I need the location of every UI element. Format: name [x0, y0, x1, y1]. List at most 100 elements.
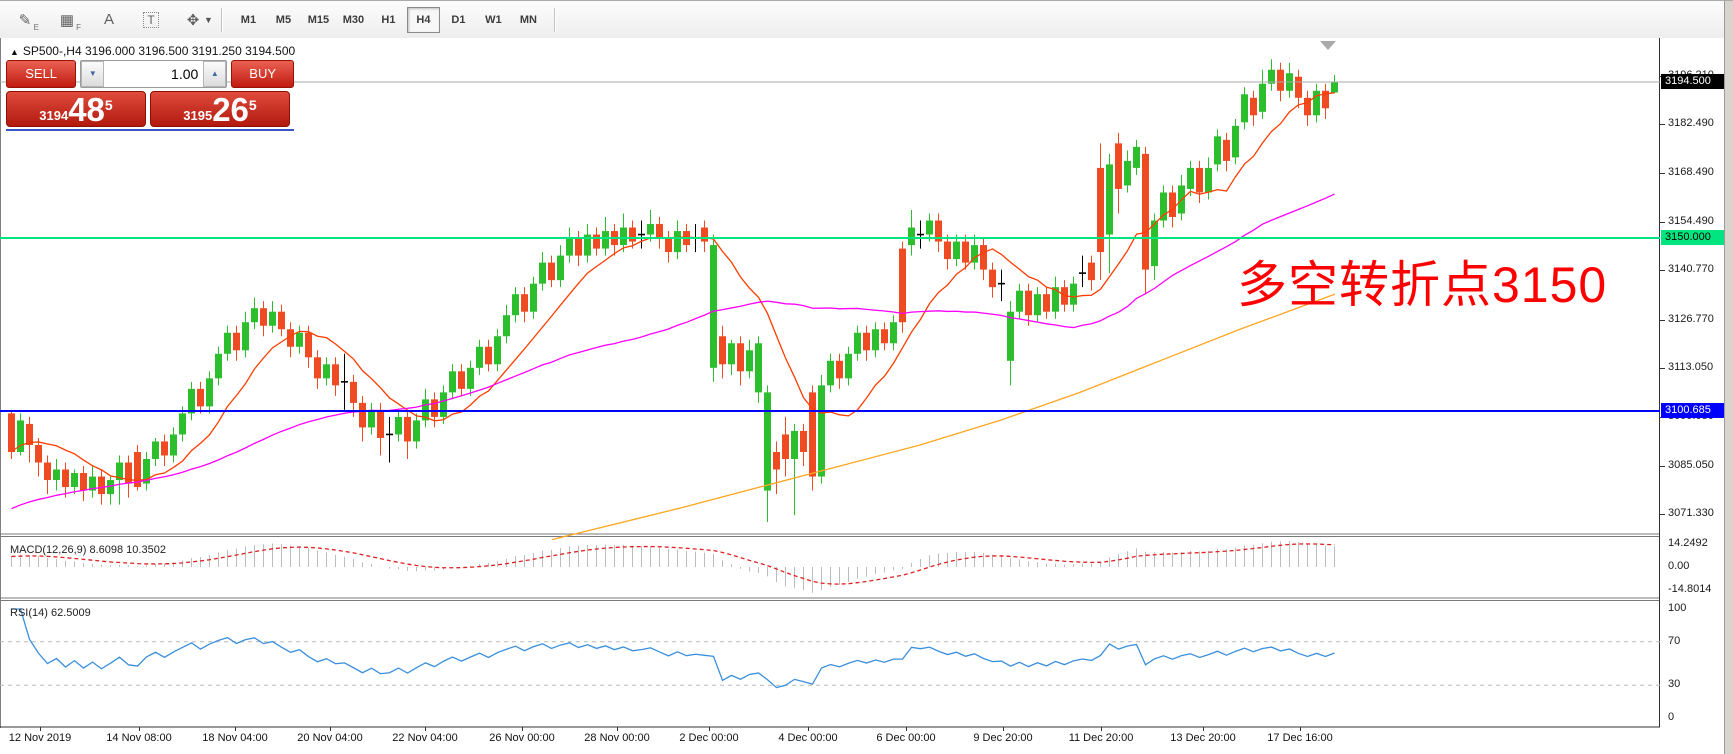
timeframe-m30-button[interactable]: M30	[342, 13, 365, 26]
price-tick	[1660, 270, 1665, 272]
buy-price-pip: 5	[248, 97, 257, 113]
toolbar-icon-group: ✎ E ▦ F A T ✥ ▼	[0, 7, 213, 33]
price-tick-label: 3126.770	[1668, 312, 1714, 325]
price-tick-label: 3085.050	[1668, 458, 1714, 471]
time-axis-label: 26 Nov 00:00	[489, 732, 555, 744]
price-tick	[1660, 124, 1665, 126]
timeframe-mn-button[interactable]: MN	[519, 13, 537, 26]
sell-price-pip: 5	[104, 97, 113, 113]
time-tick	[1203, 727, 1204, 731]
price-tick	[1660, 319, 1665, 321]
time-tick	[808, 727, 809, 731]
time-tick	[617, 727, 618, 731]
toolbar-separator	[553, 7, 556, 32]
buy-button[interactable]: BUY	[231, 60, 294, 88]
window-right-edge	[1724, 1, 1733, 754]
macd-axis-label: -14.8014	[1668, 583, 1712, 596]
time-tick	[709, 727, 710, 731]
timeframe-m15-button[interactable]: M15	[307, 13, 330, 26]
time-tick	[40, 727, 41, 731]
volume-decrease-button[interactable]: ▼	[81, 61, 105, 87]
timeframe-m5-button[interactable]: M5	[275, 13, 292, 26]
macd-axis-label: 14.2492	[1668, 537, 1708, 550]
price-tick-label: 3168.490	[1668, 166, 1714, 179]
time-tick	[1003, 727, 1004, 731]
time-tick	[1300, 727, 1301, 731]
chart-annotation-text: 多空转折点3150	[1237, 257, 1608, 313]
text-a-icon[interactable]: A	[103, 11, 114, 28]
dropdown-arrow-icon[interactable]: ▼	[204, 14, 213, 25]
rsi-axis-label: 30	[1668, 678, 1681, 691]
cursor-arrows-icon[interactable]: ✥	[186, 11, 200, 29]
price-tick	[1660, 513, 1665, 515]
expert-pencil-icon[interactable]: ✎ E	[18, 11, 39, 32]
price-tick-label: 3182.490	[1668, 117, 1714, 130]
time-tick	[139, 727, 140, 731]
rsi-axis-label: 100	[1668, 602, 1687, 614]
time-axis-label: 2 Dec 00:00	[679, 732, 739, 744]
rsi-axis-label: 0	[1668, 711, 1675, 723]
rsi-axis-label: 70	[1668, 634, 1681, 647]
price-chart-canvas[interactable]	[0, 38, 1660, 754]
current-price-badge: 3194.500	[1661, 73, 1727, 89]
sell-price-prefix: 3194	[39, 108, 69, 123]
rsi-indicator-label: RSI(14) 62.5009	[10, 607, 91, 619]
time-tick	[235, 727, 236, 731]
time-tick	[522, 727, 523, 731]
time-axis-label: 28 Nov 00:00	[584, 732, 650, 744]
time-axis[interactable]: 12 Nov 2019 14 Nov 08:00 18 Nov 04:00 20 No…	[0, 727, 1724, 754]
grid-f-icon[interactable]: ▦ F	[59, 11, 81, 32]
price-tick-label: 3113.050	[1668, 360, 1714, 373]
sell-button[interactable]: SELL	[6, 60, 77, 88]
sell-price-main: 48	[68, 91, 105, 128]
time-axis-label: 22 Nov 04:00	[392, 732, 458, 744]
chart-toolbar: ✎ E ▦ F A T ✥ ▼ M1 M5 M15 M30 H1 H4 D1 W1 MN	[0, 1, 1733, 39]
time-axis-label: 9 Dec 20:00	[973, 732, 1033, 744]
toolbar-separator	[220, 7, 223, 32]
sell-price-display[interactable]: 3194 48 5	[6, 91, 146, 127]
price-tick	[1660, 222, 1665, 224]
textbox-t-icon[interactable]: T	[134, 7, 168, 33]
time-axis-label: 18 Nov 04:00	[202, 732, 268, 744]
time-tick	[425, 727, 426, 731]
time-axis-label: 4 Dec 00:00	[778, 732, 838, 744]
chart-window: ▲ SP500-,H4 3196.000 3196.500 3191.250 31…	[0, 38, 1733, 754]
hline-price-badge[interactable]: 3150.000	[1661, 230, 1727, 246]
timeframe-m1-button[interactable]: M1	[240, 13, 257, 26]
time-tick	[906, 727, 907, 731]
time-axis-label: 20 Nov 04:00	[297, 732, 363, 744]
time-tick	[330, 727, 331, 731]
timeframe-w1-button[interactable]: W1	[485, 13, 502, 26]
price-tick	[1660, 465, 1665, 467]
volume-stepper: ▼ ▲	[80, 60, 228, 88]
buy-price-prefix: 3195	[183, 108, 213, 123]
volume-increase-button[interactable]: ▲	[203, 61, 227, 87]
volume-input[interactable]	[104, 61, 204, 87]
macd-indicator-label: MACD(12,26,9) 8.6098 10.3502	[10, 544, 166, 556]
price-tick	[1660, 173, 1665, 175]
timeframe-button-group: M1 M5 M15 M30 H1 H4 D1 W1 MN	[231, 6, 546, 33]
time-tick	[1101, 727, 1102, 731]
chart-symbol-title: ▲ SP500-,H4 3196.000 3196.500 3191.250 31…	[10, 44, 296, 58]
macd-axis-label: 0.00	[1668, 560, 1690, 572]
time-axis-label: 11 Dec 20:00	[1068, 732, 1134, 744]
time-axis-label: 12 Nov 2019	[8, 732, 72, 744]
price-tick-label: 3154.490	[1668, 215, 1714, 228]
buy-price-display[interactable]: 3195 26 5	[150, 91, 290, 127]
time-axis-label: 6 Dec 00:00	[876, 732, 936, 744]
buy-price-main: 26	[212, 91, 249, 128]
timeframe-h4-button[interactable]: H4	[406, 6, 440, 33]
timeframe-d1-button[interactable]: D1	[451, 13, 466, 26]
timeframe-h1-button[interactable]: H1	[381, 13, 396, 26]
price-tick	[1660, 367, 1665, 369]
price-tick-label: 3140.770	[1668, 263, 1714, 276]
collapse-triangle-icon[interactable]: ▲	[10, 47, 19, 57]
hline-price-badge[interactable]: 3100.685	[1661, 403, 1727, 418]
time-axis-label: 14 Nov 08:00	[106, 732, 172, 744]
chart-shift-marker-icon[interactable]	[1320, 41, 1336, 50]
time-axis-label: 17 Dec 16:00	[1267, 732, 1333, 744]
price-tick-label: 3071.330	[1668, 506, 1714, 519]
time-axis-label: 13 Dec 20:00	[1170, 732, 1236, 744]
